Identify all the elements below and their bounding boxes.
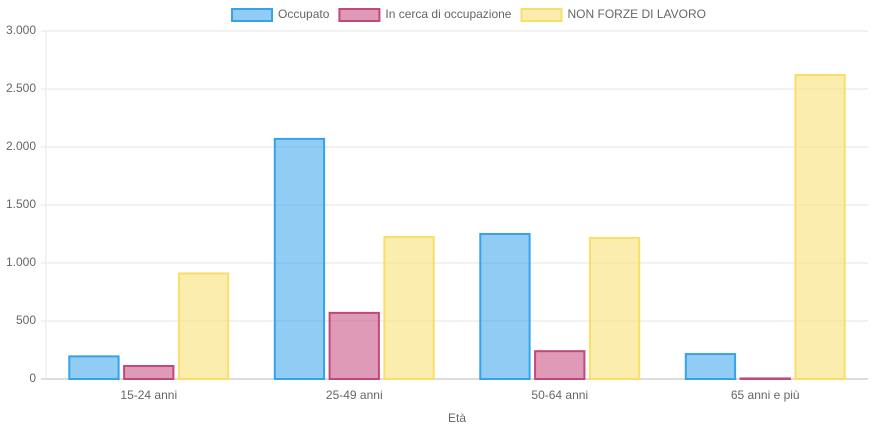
bar [177, 272, 230, 380]
x-tick-label: 65 anni e più [731, 388, 800, 402]
bar [534, 350, 586, 381]
bar [479, 233, 531, 380]
y-tick-label: 2.000 [6, 139, 36, 153]
y-tick-label: 1.000 [6, 255, 36, 269]
bar [588, 236, 641, 380]
legend-label: NON FORZE DI LAVORO [567, 7, 705, 21]
bar [328, 311, 380, 381]
bar [273, 137, 326, 380]
legend-label: In cerca di occupazione [385, 7, 511, 21]
x-axis-label: Età [448, 411, 466, 425]
y-tick-label: 500 [16, 313, 36, 327]
bar [123, 365, 175, 380]
bar [68, 355, 120, 381]
bar [684, 353, 737, 380]
x-tick-label: 50-64 anni [531, 388, 588, 402]
y-tick-label: 1.500 [6, 197, 36, 211]
bar [794, 73, 846, 381]
x-tick-label: 15-24 anni [120, 388, 177, 402]
bar [739, 377, 791, 381]
y-tick-label: 3.000 [6, 23, 36, 37]
legend-swatch [231, 8, 274, 22]
legend-swatch [338, 8, 381, 22]
y-tick-label: 2.500 [6, 81, 36, 95]
legend-label: Occupato [278, 7, 330, 21]
legend-swatch [520, 8, 563, 22]
bar [383, 236, 435, 380]
x-tick-label: 25-49 anni [326, 388, 383, 402]
y-tick-label: 0 [29, 371, 36, 385]
